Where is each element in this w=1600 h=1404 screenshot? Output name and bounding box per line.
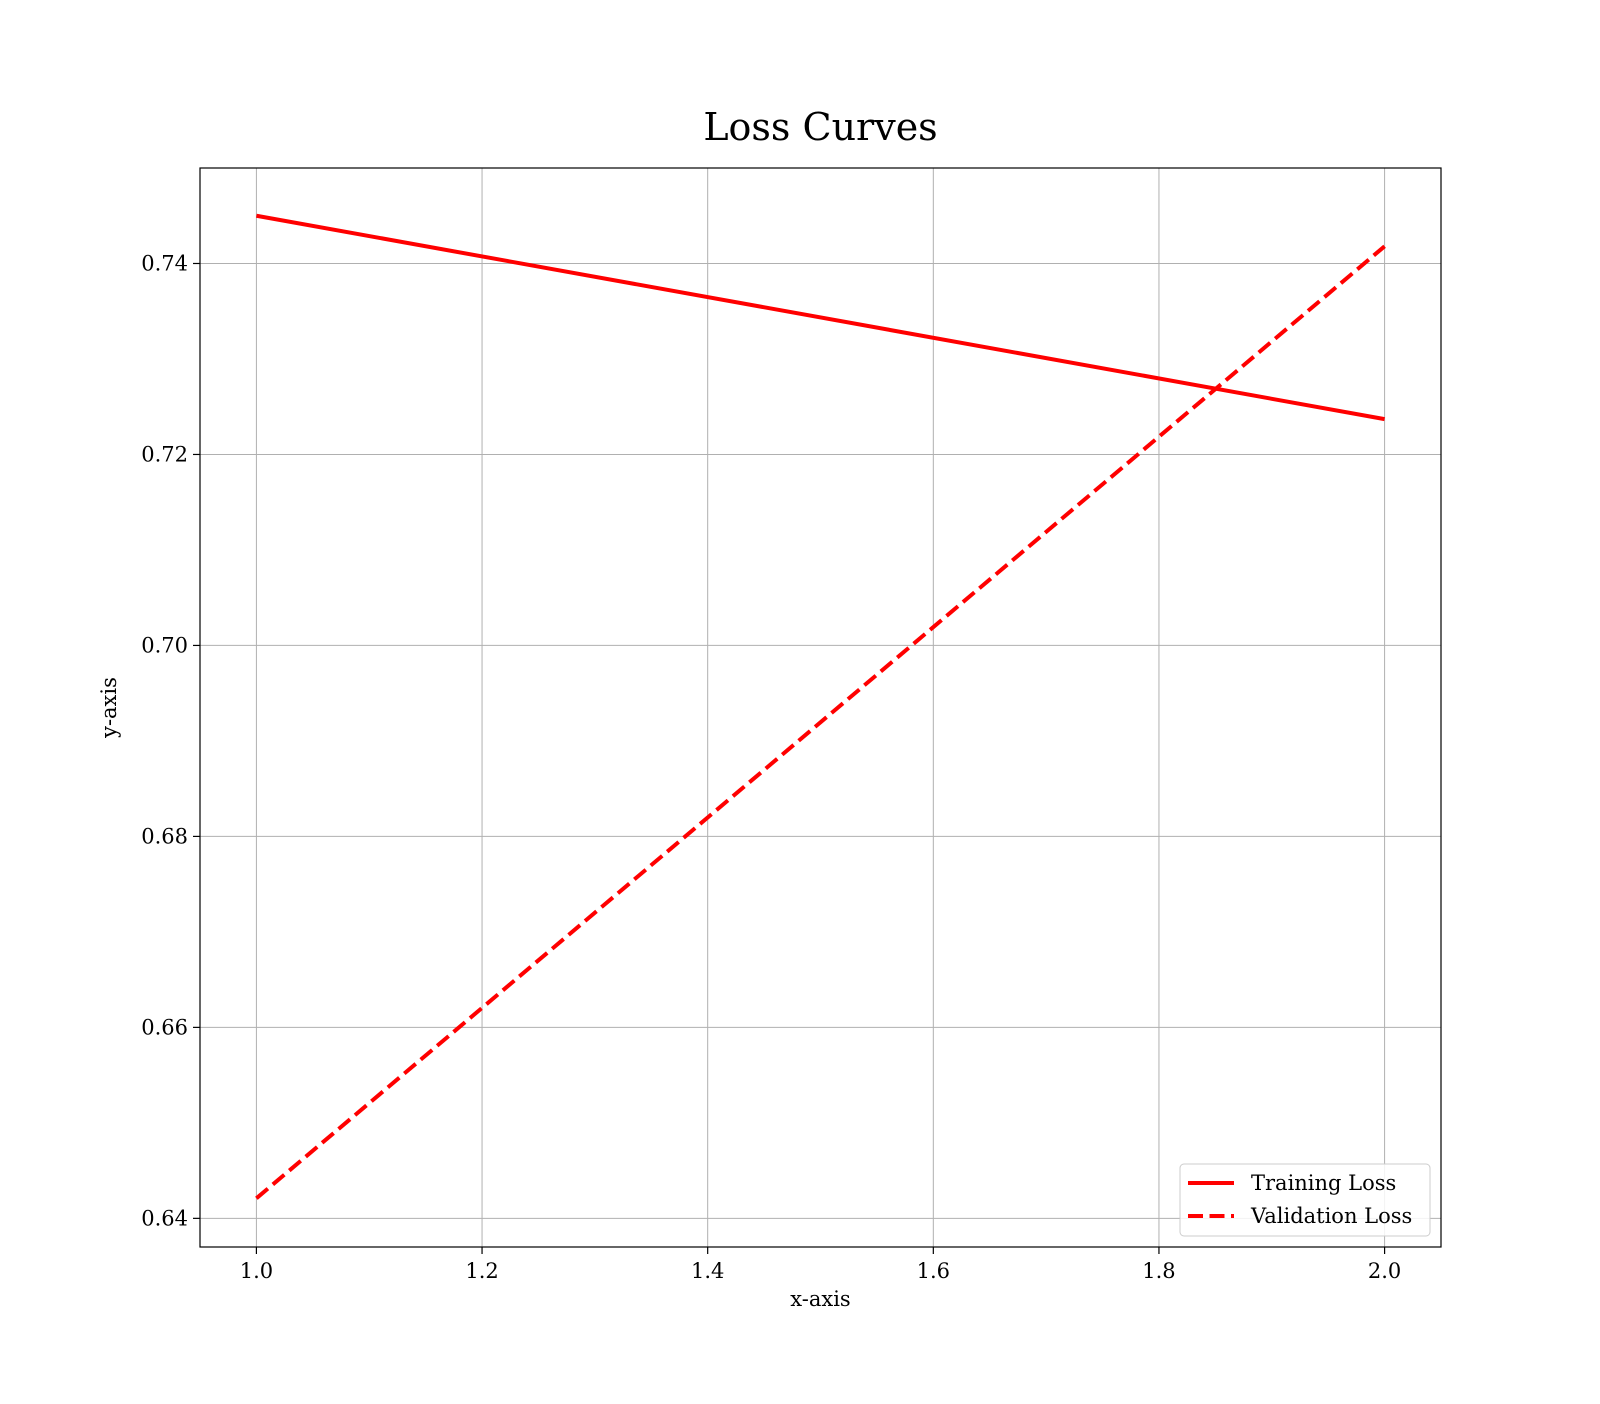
x-tick-label: 1.4 [691, 1259, 724, 1283]
series-line-2 [255, 244, 1386, 1200]
x-tick-label: 2.0 [1368, 1259, 1401, 1283]
legend-label: Training Loss [1251, 1171, 1396, 1195]
series-lines [255, 213, 1386, 1200]
x-axis-ticks: 1.0 1.2 1.4 1.6 1.8 2.0 [240, 1247, 1401, 1283]
y-tick-label: 0.64 [141, 1206, 188, 1230]
x-tick-label: 1.6 [917, 1259, 950, 1283]
series-line-1 [256, 213, 1385, 422]
y-tick-label: 0.66 [141, 1015, 188, 1039]
y-tick-label: 0.74 [141, 251, 188, 275]
legend-label: Validation Loss [1250, 1204, 1412, 1228]
plot-frame [199, 167, 1442, 1248]
y-axis-label: y-axis [97, 677, 121, 739]
y-axis-ticks: 0.64 0.66 0.68 0.70 0.72 0.74 [141, 251, 200, 1230]
y-tick-label: 0.72 [141, 442, 188, 466]
x-tick-label: 1.2 [465, 1259, 498, 1283]
y-tick-label: 0.68 [141, 824, 188, 848]
x-axis-label: x-axis [790, 1287, 850, 1311]
legend-box [1179, 1163, 1431, 1237]
x-tick-label: 1.0 [240, 1259, 273, 1283]
y-tick-label: 0.70 [141, 633, 188, 657]
grid [200, 168, 1441, 1247]
chart-title: Loss Curves [703, 105, 937, 149]
x-tick-label: 1.8 [1142, 1259, 1175, 1283]
legend: Training Loss Validation Loss [1179, 1163, 1431, 1237]
